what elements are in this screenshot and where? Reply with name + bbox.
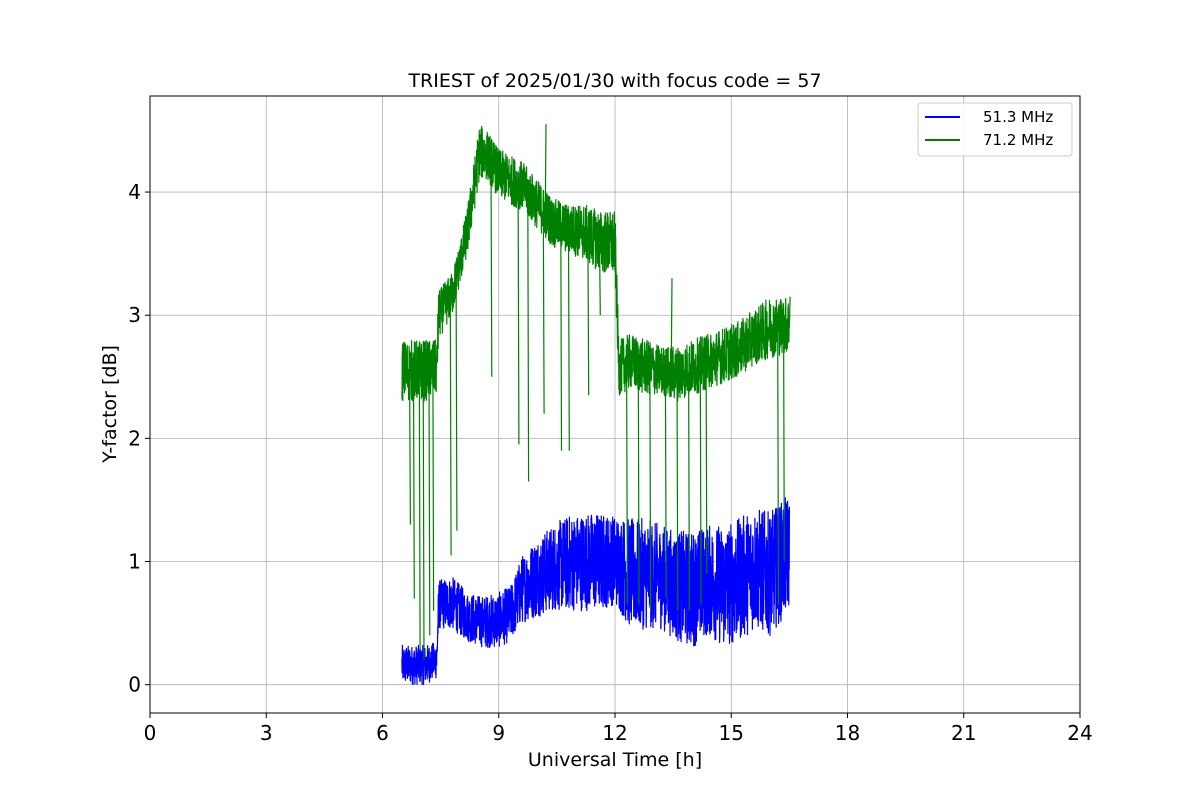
y-tick-label: 0 [128, 673, 141, 697]
y-axis-label: Y-factor [dB] [99, 345, 121, 464]
x-tick-label: 15 [719, 721, 744, 745]
legend-label-51-3-mhz: 51.3 MHz [983, 108, 1053, 126]
y-tick-label: 4 [128, 180, 141, 204]
y-tick-label: 2 [128, 426, 141, 450]
chart-title: TRIEST of 2025/01/30 with focus code = 5… [407, 70, 821, 92]
axes-frame [149, 95, 1081, 714]
x-tick-label: 24 [1067, 721, 1092, 745]
x-tick-label: 3 [260, 721, 273, 745]
series-line-51-3-mhz [401, 497, 790, 686]
x-tick-label: 6 [376, 721, 389, 745]
series-layer [401, 124, 791, 686]
legend-label-71-2-mhz: 71.2 MHz [983, 131, 1053, 149]
legend: 51.3 MHz 71.2 MHz [917, 102, 1073, 157]
y-tick-label: 3 [128, 303, 141, 327]
series-line-71-2-mhz [401, 124, 791, 661]
x-tick-label: 18 [835, 721, 860, 745]
x-axis-label: Universal Time [h] [528, 749, 702, 771]
y-tick-label: 1 [128, 550, 141, 574]
x-tick-label: 21 [951, 721, 976, 745]
x-tick-label: 12 [602, 721, 627, 745]
x-tick-label: 9 [492, 721, 505, 745]
x-tick-label: 0 [144, 721, 157, 745]
